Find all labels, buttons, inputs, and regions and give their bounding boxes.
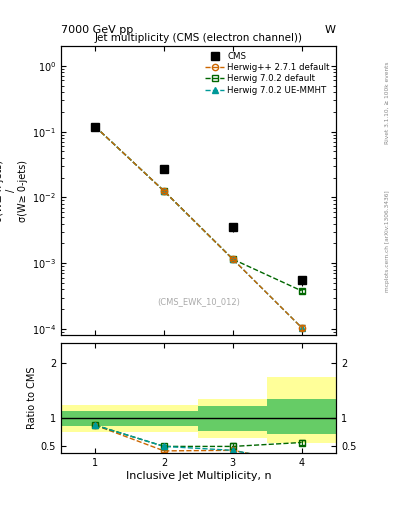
X-axis label: Inclusive Jet Multiplicity, n: Inclusive Jet Multiplicity, n <box>126 471 271 481</box>
Text: (CMS_EWK_10_012): (CMS_EWK_10_012) <box>157 297 240 306</box>
Legend: CMS, Herwig++ 2.7.1 default, Herwig 7.0.2 default, Herwig 7.0.2 UE-MMHT: CMS, Herwig++ 2.7.1 default, Herwig 7.0.… <box>203 50 332 96</box>
Text: mcplots.cern.ch [arXiv:1306.3436]: mcplots.cern.ch [arXiv:1306.3436] <box>385 190 390 291</box>
Title: Jet multiplicity (CMS (electron channel)): Jet multiplicity (CMS (electron channel)… <box>94 33 303 42</box>
Text: 7000 GeV pp: 7000 GeV pp <box>61 25 133 35</box>
Y-axis label: Ratio to CMS: Ratio to CMS <box>26 367 37 430</box>
Y-axis label: σ(W≥ n-jets)
/
σ(W≥ 0-jets): σ(W≥ n-jets) / σ(W≥ 0-jets) <box>0 160 28 222</box>
Text: W: W <box>325 25 336 35</box>
Text: Rivet 3.1.10, ≥ 100k events: Rivet 3.1.10, ≥ 100k events <box>385 61 390 144</box>
